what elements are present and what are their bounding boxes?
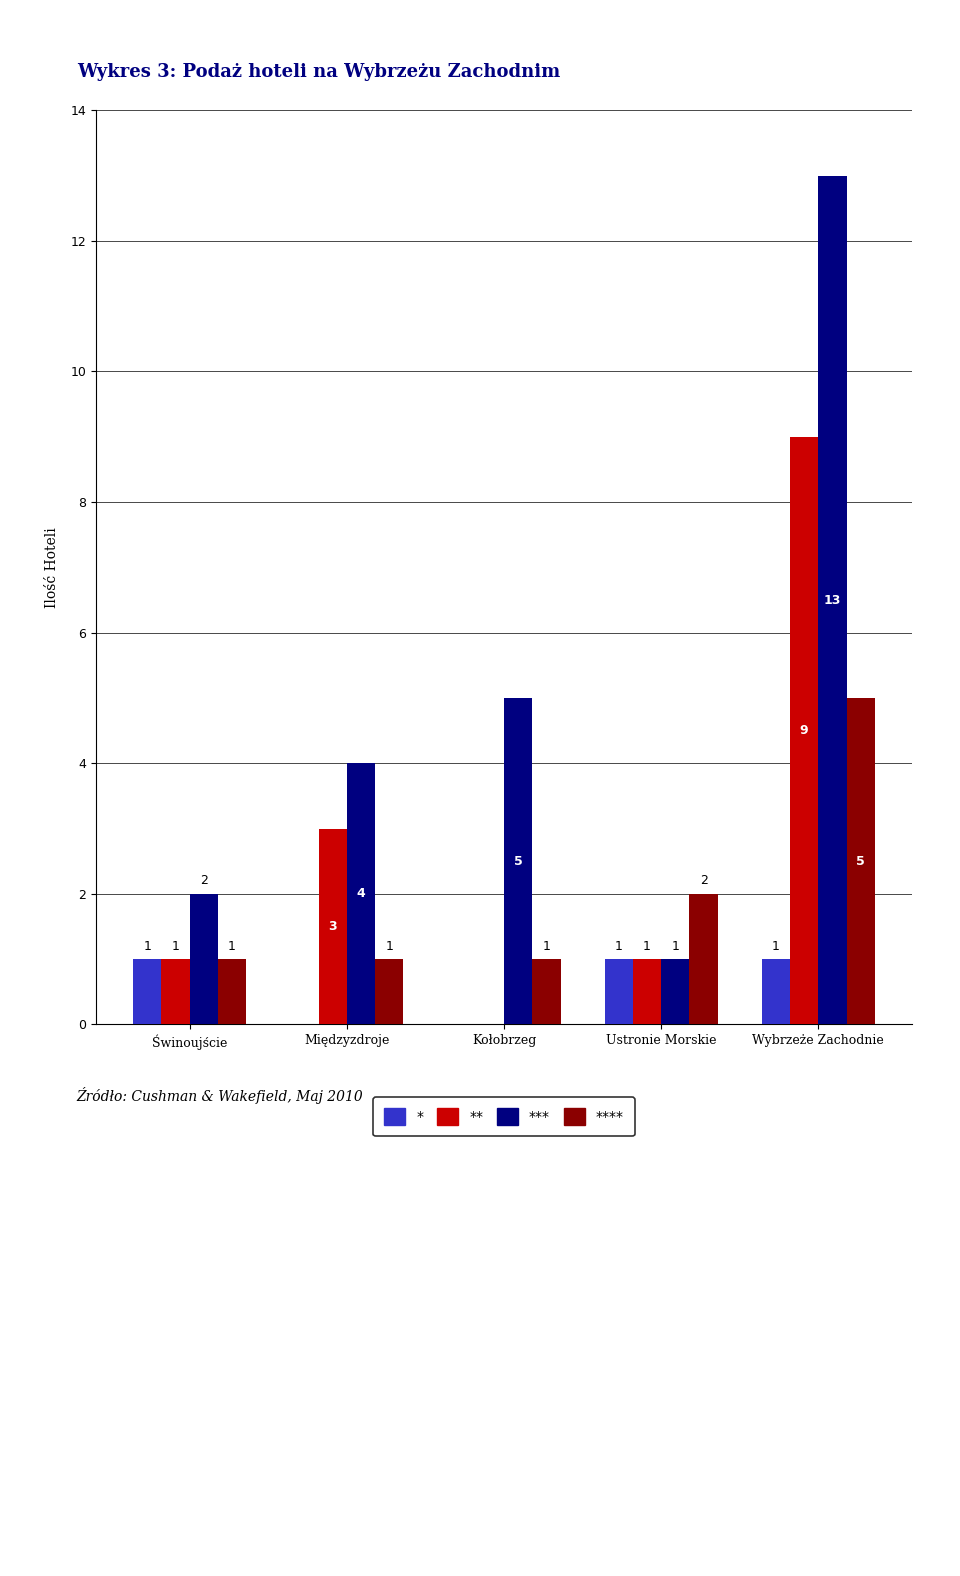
Bar: [218, 960, 247, 1024]
Text: 1: 1: [643, 939, 651, 952]
Text: 13: 13: [824, 594, 841, 607]
Text: 5: 5: [856, 854, 865, 868]
Bar: [761, 960, 790, 1024]
Bar: [347, 763, 375, 1024]
Text: 4: 4: [356, 887, 366, 900]
Text: 1: 1: [614, 939, 623, 952]
Text: 5: 5: [514, 854, 522, 868]
Text: 1: 1: [385, 939, 394, 952]
Bar: [161, 960, 190, 1024]
Bar: [661, 960, 689, 1024]
Y-axis label: Ilość Hoteli: Ilość Hoteli: [45, 526, 60, 608]
Text: 2: 2: [700, 875, 708, 887]
Text: 1: 1: [542, 939, 550, 952]
Text: 1: 1: [143, 939, 151, 952]
Text: 2: 2: [200, 875, 207, 887]
Bar: [605, 960, 633, 1024]
Bar: [532, 960, 561, 1024]
Bar: [190, 894, 218, 1024]
Bar: [689, 894, 718, 1024]
Text: 9: 9: [800, 723, 808, 738]
Text: Wykres 3: Podaż hoteli na Wybrzeżu Zachodnim: Wykres 3: Podaż hoteli na Wybrzeżu Zacho…: [77, 63, 560, 80]
Text: 3: 3: [328, 920, 337, 933]
Bar: [633, 960, 661, 1024]
Bar: [319, 829, 347, 1024]
Bar: [847, 698, 875, 1024]
Text: 1: 1: [172, 939, 180, 952]
Bar: [790, 437, 818, 1024]
Bar: [133, 960, 161, 1024]
Bar: [504, 698, 532, 1024]
Text: Źródło: Cushman & Wakefield, Maj 2010: Źródło: Cushman & Wakefield, Maj 2010: [77, 1087, 364, 1105]
Text: 1: 1: [228, 939, 236, 952]
Text: 1: 1: [772, 939, 780, 952]
Bar: [818, 175, 847, 1024]
Bar: [375, 960, 403, 1024]
Legend: *, **, ***, ****: *, **, ***, ****: [373, 1097, 635, 1136]
Text: 1: 1: [671, 939, 680, 952]
